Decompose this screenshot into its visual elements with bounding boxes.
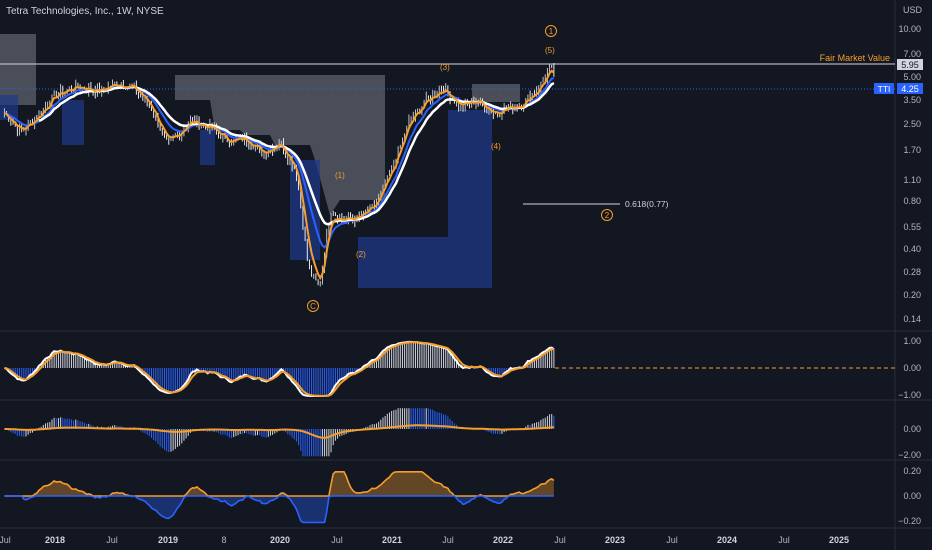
time-tick: 2022 bbox=[493, 535, 513, 545]
time-tick: Jul bbox=[554, 535, 566, 545]
symbol-tag-badge bbox=[874, 83, 894, 94]
price-tick: 10.00 bbox=[898, 24, 921, 34]
time-tick: Jul bbox=[106, 535, 118, 545]
last-price-badge bbox=[897, 59, 923, 70]
osc3-negative-line bbox=[4, 495, 554, 524]
price-tick: 7.00 bbox=[903, 49, 921, 59]
osc1-tick: 0.00 bbox=[903, 363, 921, 373]
fib-label: 0.618(0.77) bbox=[625, 199, 669, 209]
osc1-axis: 1.00 0.00 −1.00 bbox=[898, 336, 921, 400]
osc3-tick: 0.20 bbox=[903, 466, 921, 476]
time-tick: Jul bbox=[666, 535, 678, 545]
osc1-orange-line bbox=[4, 341, 554, 397]
price-tick: 0.28 bbox=[903, 267, 921, 277]
osc1-white-line bbox=[4, 340, 555, 397]
osc1-histogram bbox=[6, 341, 555, 396]
time-tick: 2025 bbox=[829, 535, 849, 545]
osc2-histogram bbox=[6, 408, 555, 457]
osc2-axis: 0.00 −2.00 bbox=[898, 424, 921, 460]
osc3-line bbox=[4, 471, 555, 497]
time-tick: 2024 bbox=[717, 535, 737, 545]
osc3-axis: 0.20 0.00 −0.20 bbox=[898, 466, 921, 526]
symbol-value-badge bbox=[897, 83, 923, 94]
time-tick: 2019 bbox=[158, 535, 178, 545]
price-tick: 0.55 bbox=[903, 222, 921, 232]
price-tick: 0.14 bbox=[903, 314, 921, 324]
time-tick: 2018 bbox=[45, 535, 65, 545]
currency-label: USD bbox=[902, 5, 922, 15]
osc1-tick: 1.00 bbox=[903, 336, 921, 346]
osc2-tick: 0.00 bbox=[903, 424, 921, 434]
time-tick: 2020 bbox=[270, 535, 290, 545]
osc2-tick: −2.00 bbox=[898, 450, 921, 460]
time-axis: Jul 2018 Jul 2019 8 2020 Jul 2021 Jul 20… bbox=[0, 535, 849, 545]
price-tick: 1.10 bbox=[903, 175, 921, 185]
cloud-blue-region bbox=[0, 95, 492, 288]
osc3-tick: 0.00 bbox=[903, 491, 921, 501]
chart-header: Tetra Technologies, Inc., 1W, NYSE bbox=[6, 6, 164, 17]
osc3-tick: −0.20 bbox=[898, 516, 921, 526]
price-tick: 0.20 bbox=[903, 290, 921, 300]
time-tick: 2023 bbox=[605, 535, 625, 545]
wave-label-1: (1) bbox=[335, 171, 345, 180]
symbol-tag: TTI bbox=[878, 84, 891, 94]
fair-value-label: Fair Market Value bbox=[820, 53, 890, 63]
wave-label-2: (2) bbox=[356, 250, 366, 259]
wave-labels: (1) (2) (3) (4) (5) bbox=[335, 46, 555, 259]
last-price-label: 5.95 bbox=[901, 60, 919, 70]
symbol-value: 4.25 bbox=[901, 84, 919, 94]
price-tick: 5.00 bbox=[903, 72, 921, 82]
circled-wave-labels: 1 2 C bbox=[307, 25, 613, 312]
time-tick: Jul bbox=[442, 535, 454, 545]
time-tick: Jul bbox=[331, 535, 343, 545]
price-tick: 1.70 bbox=[903, 145, 921, 155]
circled-label-1: 1 bbox=[549, 27, 554, 36]
price-tick: 0.80 bbox=[903, 196, 921, 206]
time-tick: 8 bbox=[221, 535, 226, 545]
time-tick: Jul bbox=[0, 535, 11, 545]
price-axis: 10.00 7.00 5.00 3.50 2.50 1.70 1.10 0.80… bbox=[898, 24, 921, 324]
circled-label-c: C bbox=[310, 302, 316, 311]
price-tick: 0.40 bbox=[903, 244, 921, 254]
time-tick: Jul bbox=[778, 535, 790, 545]
osc3-negative-fill bbox=[4, 496, 554, 523]
osc2-signal-line bbox=[4, 424, 554, 439]
price-tick: 2.50 bbox=[903, 119, 921, 129]
osc3-positive-fill bbox=[4, 471, 554, 496]
osc1-tick: −1.00 bbox=[898, 390, 921, 400]
wave-label-3: (3) bbox=[440, 63, 450, 72]
time-tick: 2021 bbox=[382, 535, 402, 545]
circled-label-2: 2 bbox=[605, 211, 610, 220]
price-tick: 3.50 bbox=[903, 95, 921, 105]
wave-label-5: (5) bbox=[545, 46, 555, 55]
ma-orange-line bbox=[4, 69, 555, 281]
wave-label-4: (4) bbox=[491, 142, 501, 151]
